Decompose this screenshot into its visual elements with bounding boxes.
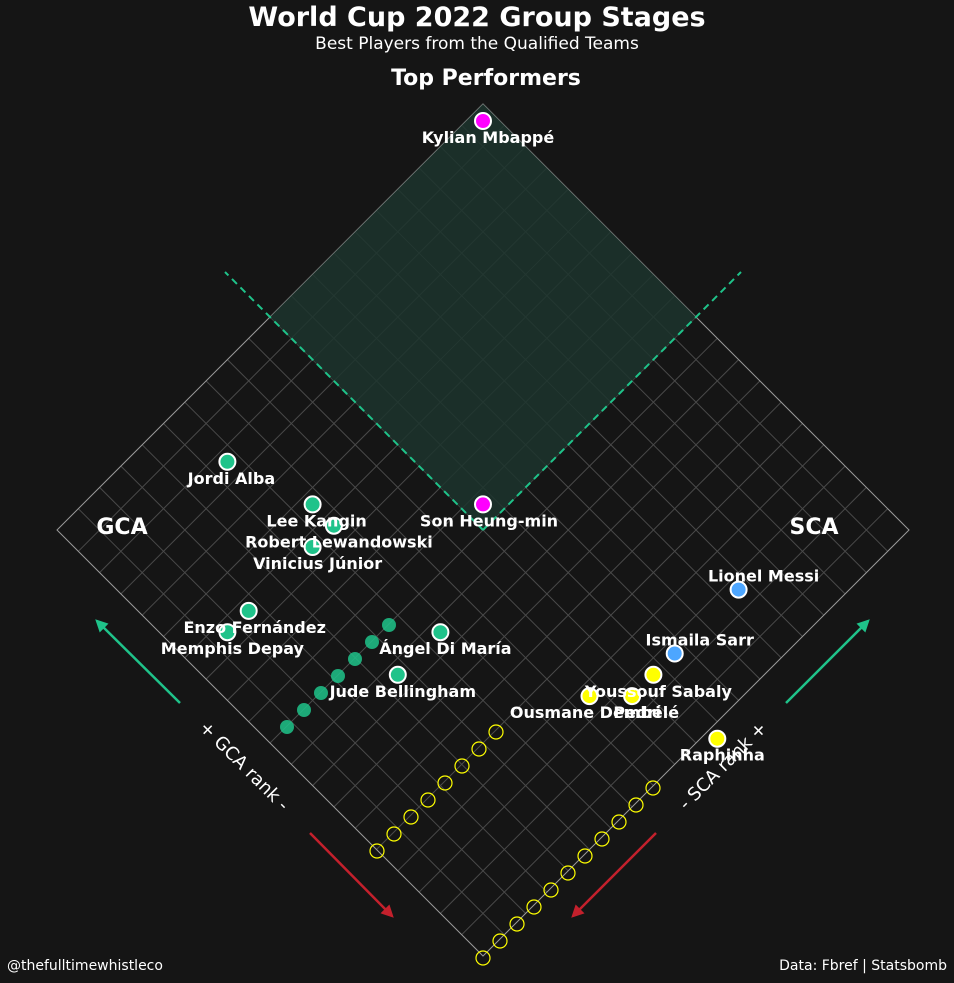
player-label: Youssouf Sabaly: [584, 682, 733, 701]
credit-text: @thefulltimewhistleco: [7, 958, 163, 974]
player-marker: [218, 452, 237, 471]
hollow-marker: [403, 809, 419, 825]
player-label: Raphinha: [680, 746, 765, 765]
hollow-marker: [454, 758, 470, 774]
player-label: Ousmane Dembélé: [510, 703, 679, 722]
hollow-marker: [594, 831, 610, 847]
grid-line: [418, 465, 846, 893]
grid-line: [312, 359, 739, 786]
player-label: Robert Lewandowski: [245, 533, 433, 552]
rank-arrows: [95, 619, 870, 918]
sca-axis-label: SCA: [789, 515, 838, 540]
player-marker: [324, 516, 343, 535]
grid-line: [248, 337, 676, 765]
player-marker: [239, 601, 258, 620]
player-label: Lionel Messi: [708, 567, 819, 586]
grid-line: [99, 487, 526, 914]
player-marker: [580, 687, 599, 706]
player-marker: [665, 644, 684, 663]
hollow-marker: [488, 724, 504, 740]
player-label: Kylian Mbappé: [422, 128, 555, 147]
player-marker: [623, 687, 642, 706]
player-label: Son Heung-min: [420, 511, 558, 530]
filled-marker: [297, 703, 311, 717]
player-marker: [474, 495, 492, 514]
hollow-marker: [386, 826, 402, 842]
grid-line: [290, 337, 718, 765]
hollow-marker: [492, 933, 508, 949]
filled-marker: [314, 686, 328, 700]
player-marker: [708, 729, 727, 748]
top-region: [224, 104, 742, 531]
player-marker: [388, 665, 407, 684]
player-label: Vinicius Júnior: [253, 554, 382, 573]
hollow-markers: [280, 618, 661, 966]
player-label: Enzo Fernández: [183, 618, 325, 637]
chart-subtitle: Best Players from the Qualified Teams: [315, 34, 639, 54]
gca-threshold-line: [224, 271, 484, 531]
filled-marker: [331, 669, 345, 683]
gca-axis-label: GCA: [96, 515, 147, 540]
player-marker: [474, 112, 492, 130]
player-label: Jordi Alba: [187, 469, 275, 488]
plot-title: Top Performers: [391, 66, 581, 91]
player-label: Ismaila Sarr: [646, 631, 754, 650]
hollow-marker: [543, 882, 559, 898]
filled-marker: [348, 652, 362, 666]
player-label: Ángel Di María: [379, 639, 511, 658]
player-marker: [218, 623, 237, 642]
grid-line: [163, 423, 590, 850]
chart-title: World Cup 2022 Group Stages: [248, 2, 706, 33]
source-text: Data: Fbref | Statsbomb: [779, 958, 947, 974]
player-marker: [431, 623, 450, 642]
filled-marker: [365, 635, 379, 649]
player-marker: [303, 495, 322, 514]
grid-line: [376, 423, 803, 850]
hollow-marker: [475, 950, 491, 966]
grid-line: [227, 359, 654, 786]
sca-up-arrow: [785, 619, 870, 704]
player-marker: [644, 665, 663, 684]
hollow-marker: [526, 899, 542, 915]
hollow-marker: [611, 814, 627, 830]
diamond-outline: [56, 103, 910, 957]
hollow-marker: [471, 741, 487, 757]
player-label: Memphis Depay: [161, 639, 305, 658]
gca-up-arrow: [95, 619, 181, 704]
filled-marker: [280, 720, 294, 734]
player-label: Pedri: [613, 703, 660, 722]
gca-down-arrow: [309, 832, 394, 918]
player-marker: [729, 580, 748, 599]
grid-line: [397, 444, 825, 872]
grid-line: [461, 508, 889, 936]
hollow-marker: [437, 775, 453, 791]
player-labels: Kylian Mbappé Son Heung-min Jordi Alba Lee …: [161, 128, 819, 765]
filled-marker: [382, 618, 396, 632]
player-label: Jude Bellingham: [329, 682, 476, 701]
player-label: Lee Kangin: [266, 511, 366, 530]
grid-line: [440, 487, 867, 914]
hollow-marker: [645, 780, 661, 796]
player-markers: [218, 112, 748, 748]
grid-line: [333, 380, 761, 808]
grid-line: [205, 380, 633, 808]
hollow-marker: [420, 792, 436, 808]
sca-down-arrow: [571, 832, 657, 918]
hollow-marker: [577, 848, 593, 864]
grid-line: [184, 401, 612, 829]
hollow-marker: [628, 797, 644, 813]
gca-rank-label: + GCA rank -: [195, 717, 293, 815]
sca-threshold-line: [482, 271, 742, 531]
hollow-marker: [560, 865, 576, 881]
hollow-marker: [509, 916, 525, 932]
hollow-marker: [369, 843, 385, 859]
grid-line: [354, 401, 782, 829]
player-marker: [303, 538, 322, 556]
